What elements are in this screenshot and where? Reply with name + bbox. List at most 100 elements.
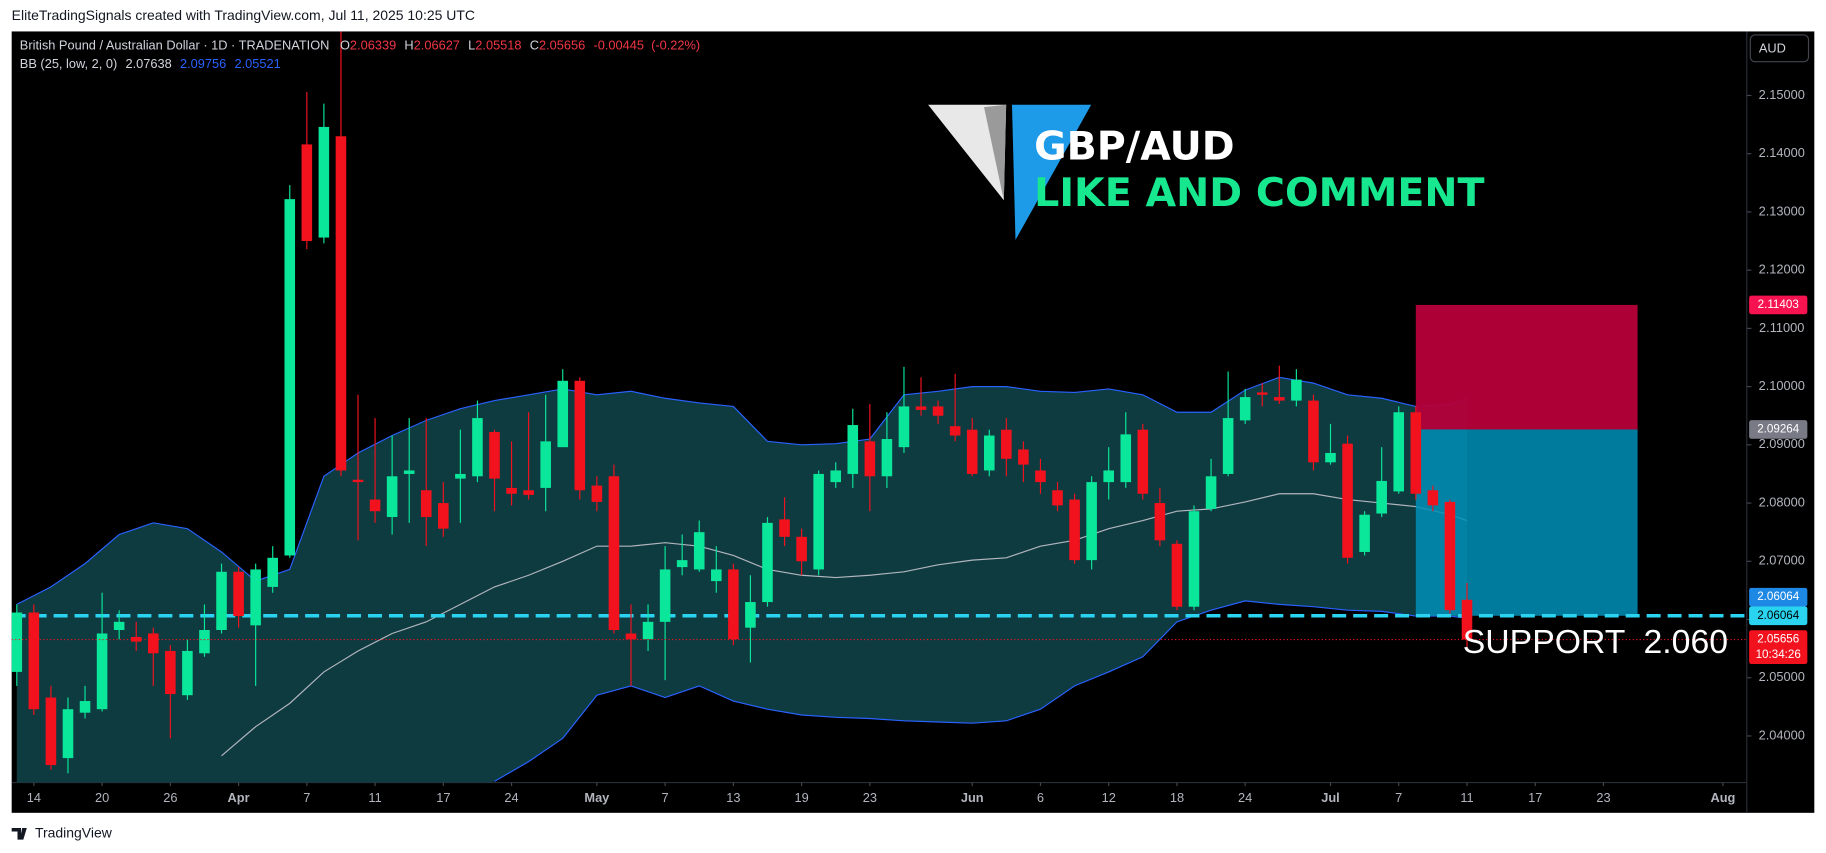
candle-body: [96, 633, 108, 710]
y-tick-label: 2.07000: [1759, 553, 1805, 568]
legend-h-label: H: [404, 38, 413, 53]
x-tick-label: Aug: [1710, 790, 1735, 805]
last-price-label: 2.05656: [1757, 633, 1799, 646]
candle-body: [403, 470, 415, 474]
x-tick-label: 12: [1102, 790, 1116, 805]
footer-brand: TradingView: [35, 824, 113, 840]
candle-body: [1376, 480, 1387, 514]
legend-change-pct: (-0.22%): [651, 38, 700, 53]
target-label-box: [1749, 587, 1808, 607]
candle-body: [847, 425, 859, 474]
x-tick-label: 11: [1460, 790, 1473, 805]
support-label: 2.06064: [1757, 609, 1800, 622]
target-label: 2.06064: [1757, 590, 1800, 603]
x-tick-label: 7: [1395, 790, 1402, 805]
y-tick-label: 2.04000: [1759, 727, 1805, 742]
x-tick-label: 7: [303, 790, 310, 805]
x-tick-label: 26: [163, 790, 177, 805]
candle-body: [830, 470, 842, 483]
countdown: 10:34:26: [1756, 648, 1801, 661]
indicator-value: 2.09756: [180, 57, 226, 72]
candle-body: [79, 701, 91, 713]
legend-c: 2.05656: [539, 38, 585, 53]
legend-line: British Pound / Australian Dollar · 1D ·…: [20, 38, 700, 53]
candle-body: [693, 532, 705, 570]
entry-label: 2.09264: [1757, 423, 1800, 436]
candle-body: [28, 612, 40, 710]
candle-body: [472, 418, 483, 477]
candle-body: [540, 441, 551, 488]
candle-body: [1086, 482, 1097, 561]
y-tick-label: 2.05000: [1759, 669, 1805, 684]
candle-body: [1256, 392, 1268, 395]
x-tick-label: 23: [1596, 790, 1610, 805]
currency-button[interactable]: [1749, 34, 1810, 63]
candle-body: [591, 485, 603, 502]
y-tick-label: 2.14000: [1759, 145, 1805, 160]
logo-shade: [984, 104, 1007, 201]
x-tick-label: 14: [27, 790, 41, 805]
annotation-title: GBP/AUD: [1034, 124, 1235, 170]
candle-body: [642, 621, 654, 640]
y-tick-label: 2.12000: [1759, 262, 1805, 277]
candle-body: [1427, 490, 1439, 506]
legend-l-label: L: [468, 38, 475, 53]
attribution: EliteTradingSignals created with Trading…: [12, 7, 475, 23]
candle-body: [1103, 470, 1114, 483]
logo-white: [928, 104, 1007, 201]
candle-body: [1239, 397, 1251, 421]
candle-body: [1052, 490, 1063, 506]
candle-body: [711, 569, 722, 582]
candle-body: [932, 406, 944, 416]
candle-body: [659, 569, 671, 622]
x-tick-label: 19: [794, 790, 808, 805]
stop-zone: [1415, 304, 1638, 430]
logo-blue: [1011, 104, 1092, 240]
candle-body: [966, 429, 978, 474]
candle-body: [779, 519, 790, 537]
candle-body: [1291, 379, 1302, 401]
x-tick-label: 6: [1037, 790, 1044, 805]
candle-body: [318, 126, 330, 238]
indicator-value: 2.07638: [125, 57, 171, 72]
legend-c-label: C: [530, 38, 539, 53]
candle-body: [1342, 443, 1353, 558]
x-tick-label: 7: [662, 790, 669, 805]
candle-body: [130, 636, 142, 642]
currency-label[interactable]: AUD: [1759, 40, 1786, 55]
legend-l: 2.05518: [475, 38, 521, 53]
x-tick-label: May: [584, 790, 610, 805]
y-tick-label: 2.15000: [1759, 87, 1805, 102]
candle-body: [915, 406, 927, 410]
candle-body: [1325, 452, 1336, 463]
x-tick-label: 24: [504, 790, 518, 805]
candle-body: [813, 473, 824, 570]
candle-body: [625, 633, 637, 640]
candle-body: [1137, 429, 1149, 494]
x-tick-label: 24: [1238, 790, 1252, 805]
candle-body: [1188, 511, 1200, 607]
x-tick-label: Jul: [1321, 790, 1340, 805]
candle-body: [881, 439, 893, 477]
support-text: SUPPORT 2.060: [1463, 623, 1728, 661]
candle-body: [1444, 501, 1456, 611]
stop-label: 2.11403: [1758, 298, 1799, 311]
candle-body: [113, 621, 125, 630]
candle-body: [233, 571, 244, 617]
candle-body: [250, 569, 261, 626]
candle-body: [1274, 397, 1285, 401]
candle-body: [62, 709, 74, 759]
candle-body: [1001, 429, 1012, 459]
candle-body: [199, 629, 210, 654]
x-tick-label: 13: [726, 790, 740, 805]
x-tick-label: 17: [1528, 790, 1542, 805]
y-tick-label: 2.08000: [1759, 494, 1805, 509]
x-tick-label: 17: [436, 790, 450, 805]
candle-body: [301, 144, 313, 242]
band-middle: [221, 493, 1468, 757]
entry-label-box: [1749, 420, 1808, 439]
candle-body: [1359, 514, 1370, 552]
candle-body: [147, 633, 159, 654]
band-lower: [494, 600, 1468, 782]
